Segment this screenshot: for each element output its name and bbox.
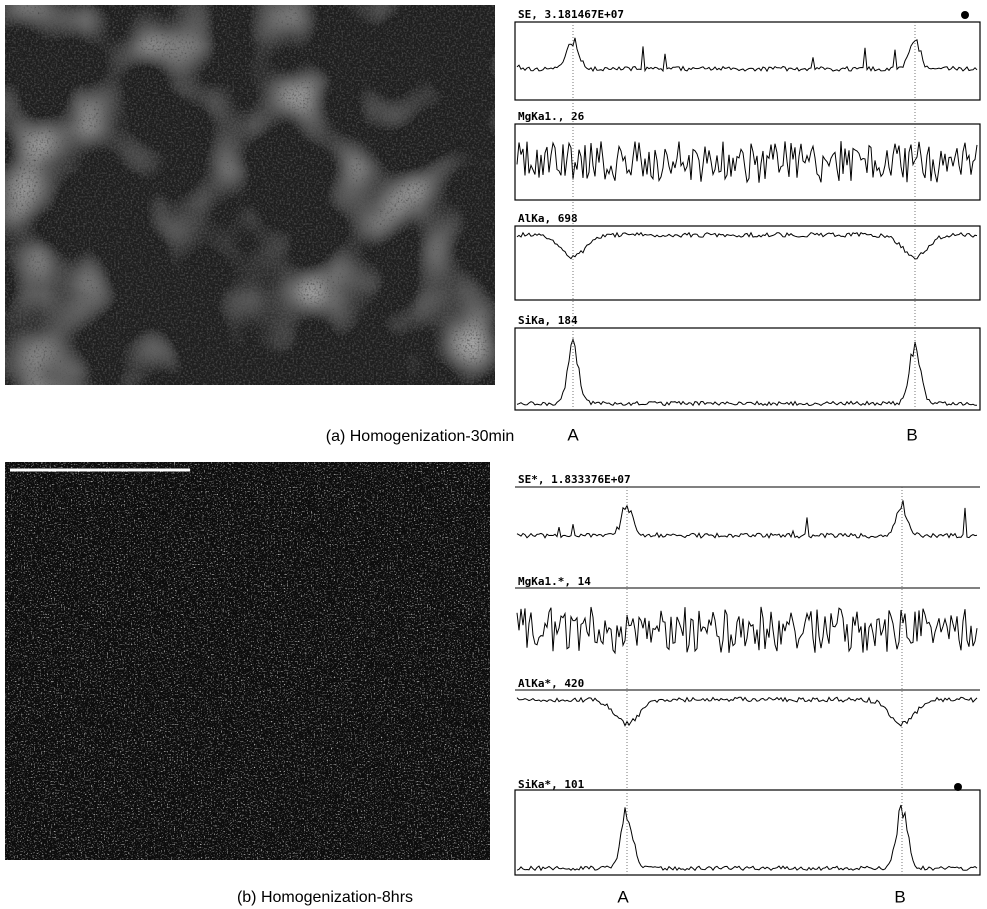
trace-label: SE, 3.181467E+07 <box>518 8 624 21</box>
trace-label: SE*, 1.833376E+07 <box>518 473 631 486</box>
caption: (b) Homogenization-8hrs <box>237 889 413 906</box>
dot <box>954 783 962 791</box>
trace-box <box>514 21 981 101</box>
line-scans: SE, 3.181467E+07 MgKa1., 26 AlKa, 698 SiKa,… <box>237 8 981 906</box>
trace-label: AlKa*, 420 <box>518 677 584 690</box>
position-marker: A <box>567 425 579 444</box>
position-marker: A <box>617 887 629 906</box>
trace-label: SiKa*, 101 <box>518 778 585 791</box>
position-marker: B <box>906 425 917 444</box>
position-marker: B <box>894 887 905 906</box>
trace-line <box>516 231 978 260</box>
trace-line <box>516 337 977 407</box>
trace-box <box>514 123 981 201</box>
trace-label: AlKa, 698 <box>518 212 578 225</box>
trace-line <box>516 500 978 539</box>
trace-box <box>514 327 981 411</box>
trace-label: MgKa1., 26 <box>518 110 585 123</box>
trace-box <box>514 789 981 876</box>
trace-line <box>516 37 978 73</box>
trace-line <box>516 804 978 872</box>
trace-line <box>516 141 978 184</box>
trace-line <box>516 696 978 727</box>
trace-box <box>514 225 981 301</box>
trace-line <box>516 606 978 655</box>
micrograph-texture <box>5 5 495 385</box>
trace-label: MgKa1.*, 14 <box>518 575 591 588</box>
trace-label: SiKa, 184 <box>518 314 578 327</box>
caption: (a) Homogenization-30min <box>326 428 515 445</box>
dot <box>961 11 969 19</box>
micrograph-texture <box>5 462 490 860</box>
